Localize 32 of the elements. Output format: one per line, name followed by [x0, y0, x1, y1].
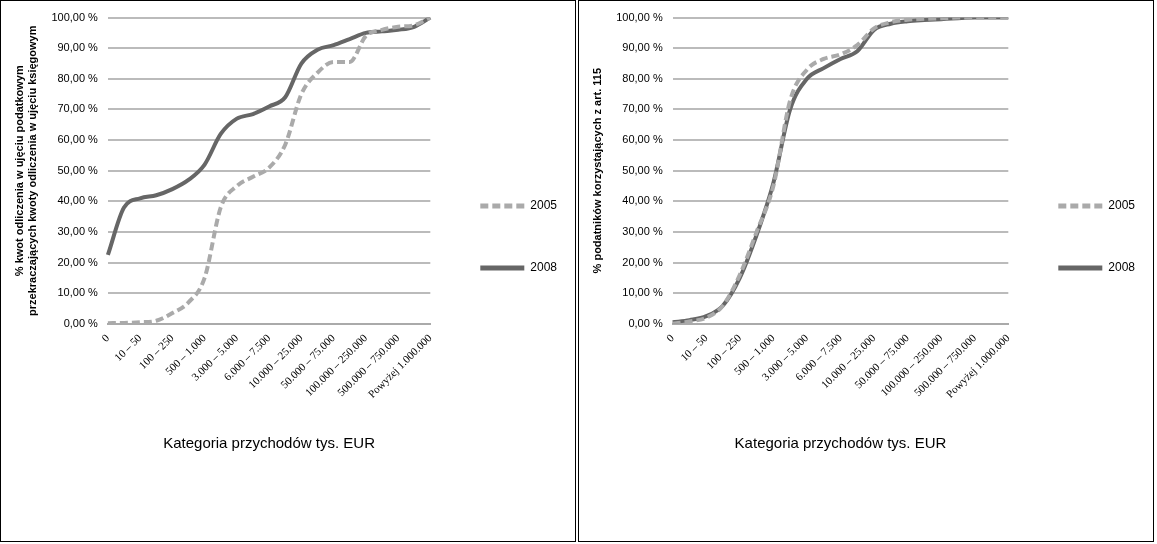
- y-tick-label: 40,00 %: [622, 194, 663, 207]
- legend-label: 2005: [530, 198, 558, 213]
- y-tick-label: 30,00 %: [57, 224, 99, 237]
- y-tick-label: 60,00 %: [57, 133, 99, 146]
- y-tick-label: 60,00 %: [622, 133, 663, 146]
- y-tick-label: 20,00 %: [57, 255, 99, 268]
- y-tick-label: 10,00 %: [57, 286, 99, 299]
- y-axis-title: % kwot odliczenia w ujęciu podatkowym przekraczających kwoty odliczenia w ujęciu księgowym: [12, 25, 38, 316]
- y-tick-label: 0,00 %: [63, 316, 99, 329]
- y-tick-label: 90,00 %: [57, 41, 99, 54]
- y-tick-label: 100,00 %: [616, 10, 663, 23]
- y-tick-label: 10,00 %: [622, 286, 663, 299]
- y-tick-label: 100,00 %: [51, 10, 99, 23]
- y-tick-label: 80,00 %: [57, 71, 99, 84]
- y-tick-label: 40,00 %: [57, 194, 99, 207]
- y-tick-label: 80,00 %: [622, 71, 663, 84]
- y-tick-label: 90,00 %: [622, 41, 663, 54]
- legend-label: 2005: [1108, 198, 1136, 213]
- x-axis-title: Kategoria przychodów tys. EUR: [734, 434, 947, 452]
- y-tick-label: 50,00 %: [622, 163, 663, 176]
- y-tick-label: 30,00 %: [622, 224, 663, 237]
- y-axis-title: % podatników korzystających z art. 115: [590, 68, 603, 274]
- x-axis-title: Kategoria przychodów tys. EUR: [163, 434, 376, 452]
- y-tick-label: 20,00 %: [622, 255, 663, 268]
- y-tick-label: 70,00 %: [57, 102, 99, 115]
- x-tick-label: 0: [98, 331, 112, 344]
- legend-label: 2008: [530, 260, 558, 275]
- y-tick-label: 0,00 %: [628, 316, 663, 329]
- y-tick-label: 70,00 %: [622, 102, 663, 115]
- x-tick-label: 0: [663, 331, 677, 344]
- legend-label: 2008: [1108, 260, 1136, 275]
- y-tick-label: 50,00 %: [57, 163, 99, 176]
